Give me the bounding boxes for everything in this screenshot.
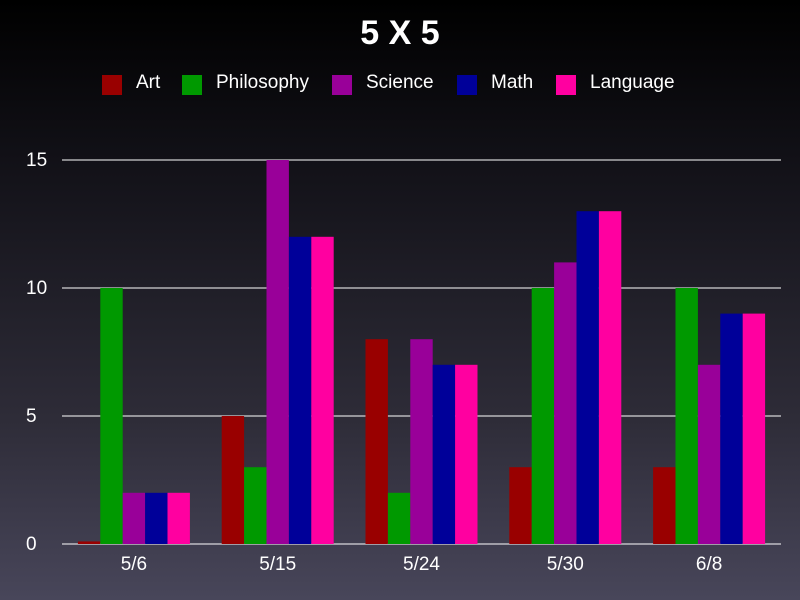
x-tick-label: 5/30 <box>547 554 584 575</box>
bar-math-5-30 <box>576 211 599 544</box>
legend-swatch-science <box>332 75 352 95</box>
bar-art-5-6 <box>77 541 101 544</box>
legend-swatch-art <box>102 75 122 95</box>
bar-science-5-30 <box>554 262 577 544</box>
bar-science-5-15 <box>266 160 289 544</box>
legend-label-art: Art <box>136 72 161 93</box>
bar-art-5-24 <box>365 339 388 544</box>
legend-label-philosophy: Philosophy <box>216 72 309 93</box>
legend-label-language: Language <box>590 72 675 93</box>
bar-philosophy-5-15 <box>244 467 267 544</box>
y-tick-label: 10 <box>26 278 47 299</box>
bar-art-5-15 <box>221 416 245 544</box>
bar-math-5-15 <box>288 236 312 545</box>
chart-title: 5 X 5 <box>360 14 440 52</box>
bar-philosophy-6-8 <box>675 288 698 544</box>
bar-philosophy-5-6 <box>100 288 123 544</box>
chart-legend: Art Philosophy Science Math Language <box>0 72 800 96</box>
bar-language-5-6 <box>167 492 190 544</box>
x-tick-label: 6/8 <box>696 554 722 575</box>
y-tick-label: 5 <box>26 406 37 427</box>
y-tick-label: 15 <box>26 150 47 171</box>
legend-label-math: Math <box>491 72 534 93</box>
bar-math-5-6 <box>145 492 168 544</box>
bar-math-6-8 <box>720 313 743 544</box>
bar-art-6-8 <box>653 467 676 544</box>
bar-science-5-24 <box>410 339 433 544</box>
bar-philosophy-5-24 <box>387 492 411 544</box>
x-tick-label: 5/6 <box>121 554 147 575</box>
bar-language-6-8 <box>742 313 766 544</box>
y-tick-label: 0 <box>26 534 37 555</box>
x-tick-label: 5/24 <box>403 554 440 575</box>
bar-math-5-24 <box>432 364 456 544</box>
x-tick-label: 5/15 <box>259 554 296 575</box>
bar-language-5-24 <box>455 364 478 544</box>
bar-philosophy-5-30 <box>531 288 555 544</box>
legend-swatch-language <box>556 75 576 95</box>
legend-label-science: Science <box>366 72 434 93</box>
bar-science-5-6 <box>122 492 146 544</box>
bar-art-5-30 <box>509 467 532 544</box>
legend-swatch-philosophy <box>182 75 202 95</box>
bar-science-6-8 <box>697 364 721 544</box>
bar-language-5-15 <box>311 236 334 545</box>
legend-swatch-math <box>457 75 477 95</box>
bar-language-5-30 <box>598 211 622 544</box>
